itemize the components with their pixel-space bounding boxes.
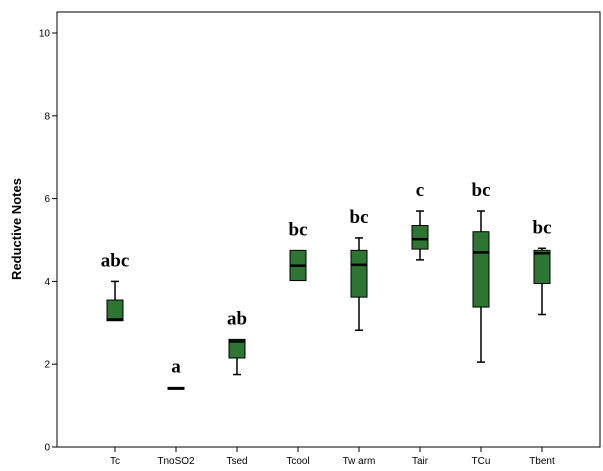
x-tick-label: Tw arm xyxy=(343,456,376,466)
x-tick-label: Tsed xyxy=(226,456,247,466)
box-group: Tcool bc xyxy=(286,219,309,467)
significance-label: bc xyxy=(350,207,369,228)
significance-label: bc xyxy=(533,217,552,238)
x-tick-label: Tair xyxy=(412,456,429,466)
box xyxy=(228,338,246,359)
box-group: TnoSO2 a xyxy=(157,356,195,467)
significance-label: c xyxy=(416,180,424,201)
box-group: Tc abc xyxy=(101,250,130,467)
significance-label: abc xyxy=(101,250,130,271)
x-tick-label: Tc xyxy=(110,456,120,466)
box xyxy=(106,299,124,322)
box xyxy=(533,249,551,284)
y-tick-label: 10 xyxy=(39,29,51,40)
significance-label: bc xyxy=(472,180,491,201)
y-tick-label: 4 xyxy=(44,277,50,288)
plot-frame xyxy=(56,11,601,448)
significance-label: ab xyxy=(227,308,247,329)
box-group: Tw arm bc xyxy=(343,207,376,467)
x-tick-label: TCu xyxy=(472,456,491,466)
significance-label: bc xyxy=(289,219,308,240)
box xyxy=(472,231,490,308)
y-tick-label: 6 xyxy=(44,194,50,205)
box xyxy=(350,249,368,298)
x-tick-label: TnoSO2 xyxy=(157,456,195,466)
x-tick-label: Tcool xyxy=(286,456,309,466)
y-tick-label: 2 xyxy=(44,360,50,371)
box-group: TCu bc xyxy=(472,180,491,467)
y-axis-label: Reductive Notes xyxy=(9,178,24,280)
box-group: Tsed ab xyxy=(226,308,247,467)
y-tick-label: 0 xyxy=(44,443,50,454)
significance-label: a xyxy=(171,356,181,377)
x-tick-label: Tbent xyxy=(529,456,555,466)
box-group: Tair c xyxy=(411,180,429,467)
y-tick-label: 8 xyxy=(44,111,50,122)
box xyxy=(411,225,429,250)
box-group: Tbent bc xyxy=(529,217,555,467)
